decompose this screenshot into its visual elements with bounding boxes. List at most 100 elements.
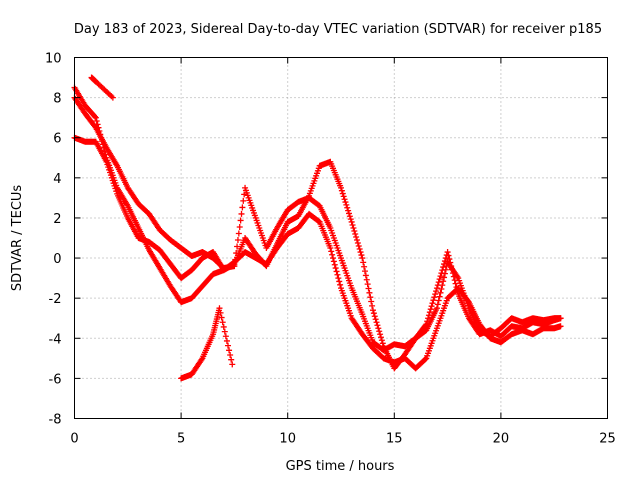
data-marker [341, 196, 348, 203]
data-marker [434, 282, 441, 289]
data-marker [273, 242, 280, 249]
data-marker [91, 113, 98, 120]
data-marker [377, 331, 384, 338]
data-marker [333, 268, 340, 275]
data-marker [340, 193, 347, 200]
y-tick-label: 2 [53, 212, 61, 227]
data-marker [429, 300, 436, 307]
data-marker [372, 316, 379, 323]
data-point [369, 307, 376, 314]
data-marker [350, 224, 357, 231]
data-marker [373, 319, 380, 326]
data-marker [165, 258, 172, 265]
data-marker [108, 93, 115, 100]
data-marker [366, 289, 373, 296]
data-marker [93, 118, 100, 125]
data-marker [354, 240, 361, 247]
data-marker [431, 294, 438, 301]
data-marker [113, 188, 120, 195]
data-marker [378, 337, 385, 344]
data-marker [338, 187, 345, 194]
data-marker [358, 252, 365, 259]
data-marker [226, 347, 233, 354]
x-axis-tick-labels: 0 5 10 15 20 25 [70, 432, 615, 447]
data-marker [369, 336, 376, 343]
data-marker [105, 164, 112, 171]
data-marker [104, 161, 111, 168]
data-marker [334, 271, 341, 278]
data-marker [424, 318, 431, 325]
data-marker [451, 277, 458, 284]
series-track-3 [71, 134, 564, 372]
data-marker [452, 280, 459, 287]
data-marker [326, 223, 333, 230]
data-marker [353, 237, 360, 244]
y-axis-tick-labels: -8 -6 -4 -2 0 2 4 6 8 10 [45, 52, 62, 428]
data-marker [345, 210, 352, 217]
data-marker [109, 177, 116, 184]
data-marker [449, 270, 456, 277]
data-marker [446, 256, 453, 263]
data-point [229, 361, 236, 368]
data-point [359, 255, 366, 262]
data-marker [345, 207, 352, 214]
data-marker [433, 288, 440, 295]
data-marker [440, 264, 447, 271]
data-marker [433, 307, 440, 314]
data-marker [305, 194, 312, 201]
data-marker [335, 275, 342, 282]
data-marker [223, 337, 230, 344]
data-marker [422, 356, 429, 363]
data-marker [449, 266, 456, 273]
data-marker [198, 356, 205, 363]
data-marker [155, 263, 162, 270]
data-marker [197, 358, 204, 365]
data-marker [250, 248, 257, 255]
data-marker [353, 233, 360, 240]
series-track-2 [71, 94, 564, 354]
y-tick-label: 8 [53, 92, 61, 107]
data-marker [454, 287, 461, 294]
data-marker [426, 309, 433, 316]
data-marker [234, 237, 241, 244]
data-marker [329, 251, 336, 258]
data-marker [337, 182, 344, 189]
data-marker [357, 249, 364, 256]
data-point [444, 249, 451, 256]
x-tick-label: 5 [177, 432, 185, 447]
data-marker [331, 261, 338, 268]
data-marker [330, 255, 337, 262]
data-marker [346, 213, 353, 220]
y-tick-label: 4 [53, 172, 61, 187]
y-tick-label: 0 [53, 252, 61, 267]
x-tick-label: 20 [493, 432, 510, 447]
data-marker [430, 297, 437, 304]
data-marker [432, 291, 439, 298]
data-marker [337, 281, 344, 288]
data-marker [236, 223, 243, 230]
data-marker [453, 284, 460, 291]
data-marker [328, 248, 335, 255]
data-marker [326, 242, 333, 249]
data-marker [314, 217, 321, 224]
data-marker [453, 272, 460, 279]
data-marker [349, 221, 356, 228]
data-marker [557, 323, 564, 330]
data-marker [433, 327, 440, 334]
data-marker [436, 276, 443, 283]
data-marker [434, 301, 441, 308]
data-marker [133, 198, 140, 205]
data-marker [80, 107, 87, 114]
grid [74, 57, 608, 419]
data-marker [217, 309, 224, 316]
data-marker [112, 185, 119, 192]
data-marker [113, 161, 120, 168]
data-marker [421, 357, 428, 364]
data-marker [367, 294, 374, 301]
data-marker [379, 340, 386, 347]
data-marker [438, 285, 445, 292]
data-marker [314, 201, 321, 208]
data-marker [368, 342, 375, 349]
data-marker [238, 210, 245, 217]
